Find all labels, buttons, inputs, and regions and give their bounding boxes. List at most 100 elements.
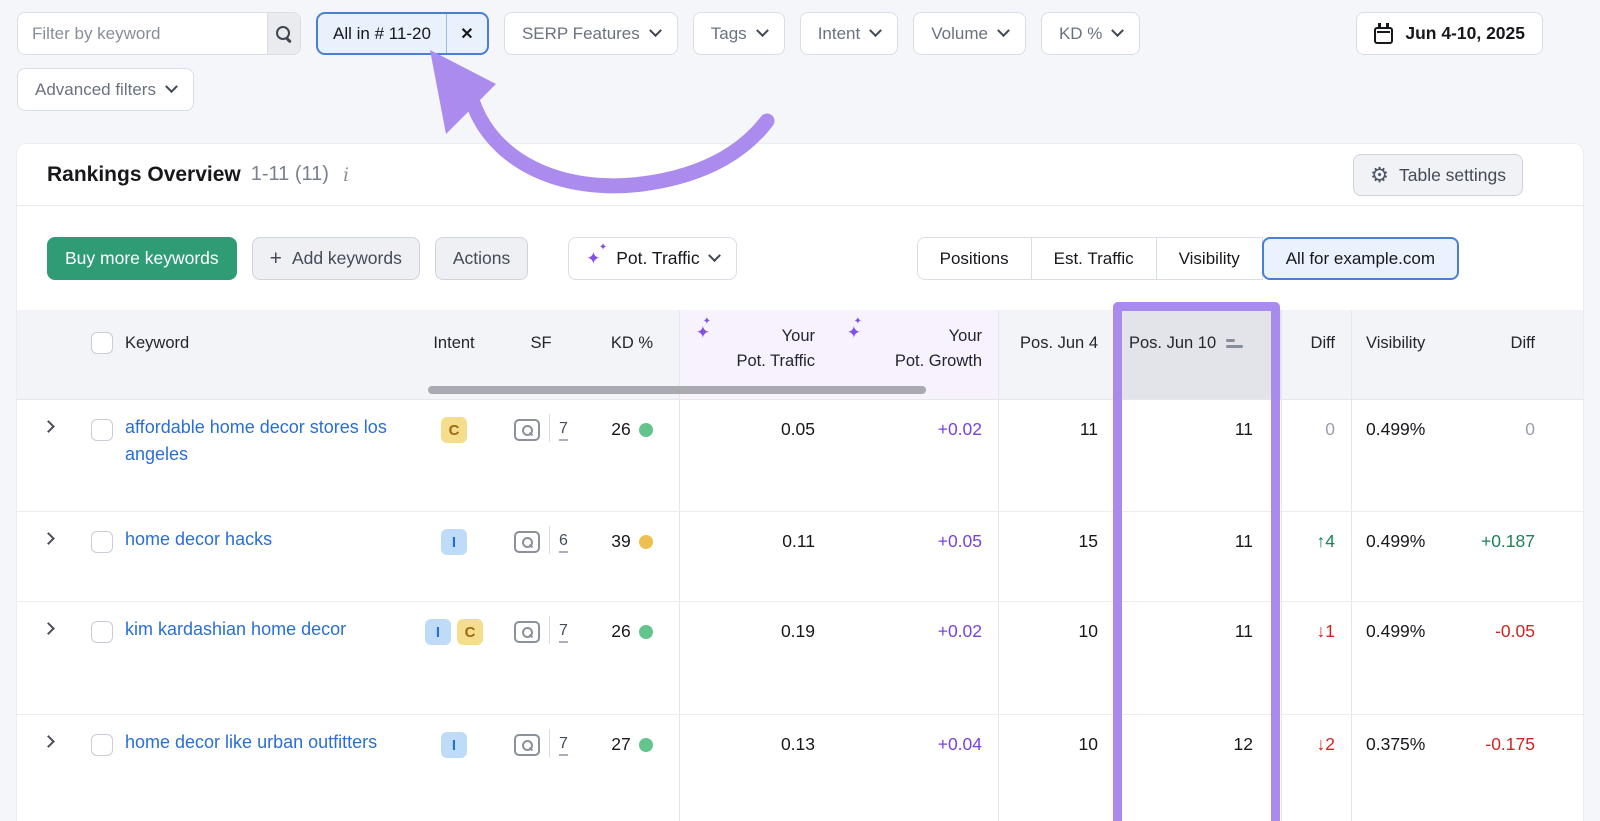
row-checkbox[interactable] <box>91 531 113 553</box>
keyword-filter-input-group <box>17 12 301 55</box>
info-icon[interactable]: i <box>342 163 350 186</box>
view-switcher: Positions Est. Traffic Visibility All fo… <box>916 237 1459 280</box>
intent-dropdown[interactable]: Intent <box>799 12 899 55</box>
tab-positions[interactable]: Positions <box>916 237 1032 280</box>
buy-more-keywords-button[interactable]: Buy more keywords <box>47 236 237 280</box>
serp-features-label: SERP Features <box>521 23 640 43</box>
keyword-link[interactable]: home decor hacks <box>125 529 273 549</box>
pot-growth-value: +0.05 <box>937 531 982 551</box>
pot-traffic-value: 0.19 <box>679 602 831 714</box>
add-keywords-button[interactable]: + Add keywords <box>251 236 420 280</box>
expand-row-button[interactable] <box>17 400 79 511</box>
actions-button[interactable]: Actions <box>434 236 529 280</box>
chevron-right-icon <box>41 532 55 545</box>
serp-features-dropdown[interactable]: SERP Features <box>503 12 678 55</box>
col-header-pot-growth[interactable]: ✦ Your Pot. Growth <box>831 310 998 399</box>
kd-value: 26 <box>611 621 631 641</box>
intent-badges: I <box>411 715 497 758</box>
intent-badge-c: C <box>457 619 483 645</box>
tab-est-traffic[interactable]: Est. Traffic <box>1031 237 1157 280</box>
table-toolbar: Buy more keywords + Add keywords Actions… <box>17 206 1583 310</box>
keyword-filter-input[interactable] <box>18 13 267 54</box>
panel-header: Rankings Overview 1-11 (11) i ⚙ Table se… <box>17 144 1583 206</box>
serp-preview-icon[interactable] <box>514 531 541 553</box>
sf-count[interactable]: 7 <box>559 735 568 756</box>
expand-row-button[interactable] <box>17 512 79 601</box>
pos-diff-value: ↓2 <box>1281 715 1351 821</box>
col-header-pot-traffic[interactable]: ✦ Your Pot. Traffic <box>679 310 831 399</box>
pos-jun4-value: 10 <box>998 715 1114 821</box>
col-header-diff2[interactable]: Diff <box>1510 334 1535 352</box>
tags-dropdown[interactable]: Tags <box>692 12 785 55</box>
visibility-value: 0.375% <box>1351 715 1463 821</box>
horizontal-scrollbar[interactable] <box>428 386 926 394</box>
sf-count[interactable]: 6 <box>559 532 568 553</box>
close-icon[interactable]: ✕ <box>445 14 487 53</box>
intent-badge-i: I <box>441 529 467 555</box>
expand-row-button[interactable] <box>17 602 79 714</box>
visibility-value: 0.499% <box>1351 400 1463 511</box>
tab-all-for-domain[interactable]: All for example.com <box>1261 237 1459 280</box>
col-header-keyword[interactable]: Keyword <box>125 334 190 352</box>
col-header-kd[interactable]: KD % <box>610 334 654 352</box>
serp-preview-icon[interactable] <box>514 419 541 441</box>
pot-traffic-dropdown[interactable]: ✦ Pot. Traffic <box>568 236 737 280</box>
position-filter-chip[interactable]: All in # 11-20 ✕ <box>316 12 489 55</box>
visibility-diff-value: -0.175 <box>1485 734 1535 754</box>
col-header-pos-jun10[interactable]: Pos. Jun 10 <box>1114 310 1281 399</box>
chevron-right-icon <box>41 420 55 433</box>
range-count: 1-11 (11) <box>250 163 329 185</box>
search-button[interactable] <box>267 13 300 54</box>
kd-value: 26 <box>611 419 631 439</box>
kd-value: 39 <box>611 531 631 551</box>
col-header-visibility[interactable]: Visibility <box>1351 310 1463 399</box>
table-row: home decor hacks I 6 39 0.11 +0.05 15 11… <box>17 512 1583 602</box>
row-checkbox[interactable] <box>91 621 113 643</box>
keyword-link[interactable]: affordable home decor stores los angeles <box>125 417 387 464</box>
intent-badge-c: C <box>441 417 467 443</box>
row-checkbox[interactable] <box>91 734 113 756</box>
chevron-down-icon <box>755 24 769 38</box>
keyword-link[interactable]: home decor like urban outfitters <box>125 732 378 752</box>
date-range-button[interactable]: Jun 4-10, 2025 <box>1356 12 1543 55</box>
pos-jun10-value: 12 <box>1114 715 1281 821</box>
gear-icon: ⚙ <box>1370 163 1389 187</box>
tab-visibility[interactable]: Visibility <box>1156 237 1263 280</box>
pos-jun10-value: 11 <box>1114 512 1281 601</box>
pot-growth-value: +0.02 <box>937 621 982 641</box>
sf-count[interactable]: 7 <box>559 622 568 643</box>
row-checkbox[interactable] <box>91 419 113 441</box>
col-header-pos-jun4[interactable]: Pos. Jun 4 <box>998 310 1114 399</box>
intent-badges: C <box>411 400 497 443</box>
visibility-value: 0.499% <box>1351 512 1463 601</box>
select-all-checkbox[interactable] <box>91 332 113 354</box>
add-keywords-label: Add keywords <box>291 247 402 268</box>
pos-diff-value: 0 <box>1281 400 1351 511</box>
table-settings-button[interactable]: ⚙ Table settings <box>1353 154 1523 196</box>
volume-label: Volume <box>931 23 988 43</box>
col-header-intent[interactable]: Intent <box>433 334 475 352</box>
filter-bar: All in # 11-20 ✕ SERP Features Tags Inte… <box>17 12 1583 55</box>
intent-badge-i: I <box>425 619 451 645</box>
page-title: Rankings Overview <box>47 162 241 186</box>
sort-icon <box>1226 339 1244 348</box>
pot-growth-value: +0.04 <box>937 734 982 754</box>
serp-preview-icon[interactable] <box>514 621 541 643</box>
kd-dropdown[interactable]: KD % <box>1040 12 1141 55</box>
col-header-sf[interactable]: SF <box>530 334 552 352</box>
serp-preview-icon[interactable] <box>514 734 541 756</box>
col-header-diff[interactable]: Diff <box>1281 310 1351 399</box>
advanced-filters-dropdown[interactable]: Advanced filters <box>17 68 194 111</box>
keyword-link[interactable]: kim kardashian home decor <box>125 619 347 639</box>
plus-icon: + <box>269 246 282 270</box>
expand-row-button[interactable] <box>17 715 79 821</box>
sf-count[interactable]: 7 <box>559 420 568 441</box>
table-row: home decor like urban outfitters I 7 27 … <box>17 715 1583 821</box>
position-filter-chip-label: All in # 11-20 <box>333 23 431 43</box>
chevron-right-icon <box>41 622 55 635</box>
chevron-right-icon <box>41 735 55 748</box>
volume-dropdown[interactable]: Volume <box>913 12 1026 55</box>
table-body: affordable home decor stores los angeles… <box>17 400 1583 821</box>
